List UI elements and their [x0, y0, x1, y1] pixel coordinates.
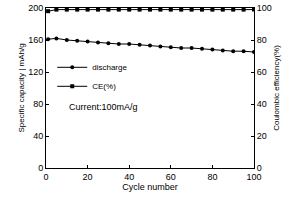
svg-text:Cycle number: Cycle number: [122, 182, 178, 192]
svg-text:0: 0: [43, 172, 48, 182]
svg-text:80: 80: [207, 172, 217, 182]
svg-text:0: 0: [38, 163, 43, 173]
svg-text:60: 60: [257, 67, 267, 77]
svg-text:Coulombic efficiency(%): Coulombic efficiency(%): [272, 45, 281, 131]
svg-text:80: 80: [257, 35, 267, 45]
svg-text:60: 60: [166, 172, 176, 182]
svg-text:40: 40: [124, 172, 134, 182]
svg-text:discharge: discharge: [92, 63, 127, 72]
svg-text:160: 160: [28, 35, 43, 45]
svg-text:40: 40: [257, 99, 267, 109]
svg-text:200: 200: [28, 3, 43, 13]
svg-text:20: 20: [83, 172, 93, 182]
svg-text:Current:100mA/g: Current:100mA/g: [69, 102, 138, 112]
svg-text:CE(%): CE(%): [92, 82, 116, 91]
svg-text:0: 0: [257, 163, 262, 173]
svg-text:100: 100: [257, 3, 272, 13]
svg-text:120: 120: [28, 67, 43, 77]
svg-text:100: 100: [246, 172, 261, 182]
svg-text:20: 20: [257, 131, 267, 141]
svg-text:Specific capacity | mAh/g: Specific capacity | mAh/g: [17, 43, 26, 132]
svg-text:80: 80: [33, 99, 43, 109]
svg-text:40: 40: [33, 131, 43, 141]
